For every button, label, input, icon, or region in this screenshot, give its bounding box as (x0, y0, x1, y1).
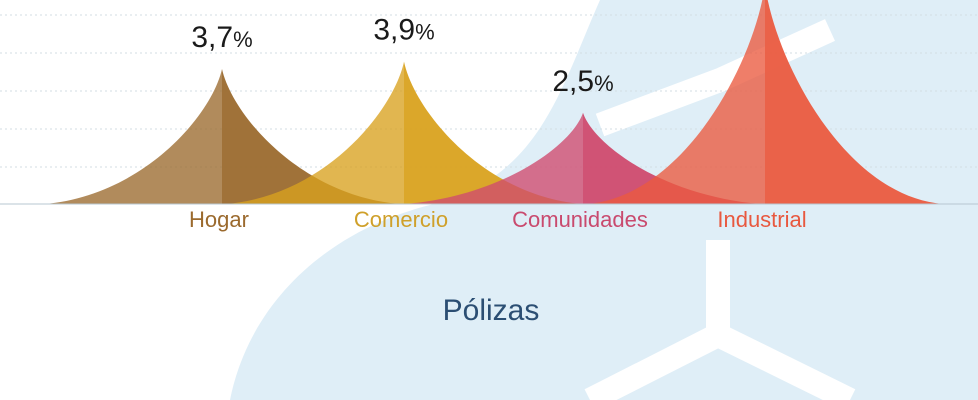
series-peaks (44, 0, 943, 205)
peak-right-face (404, 61, 582, 205)
background-line (584, 324, 724, 400)
background-line (712, 324, 856, 400)
peak-right-face (583, 112, 761, 204)
category-label-industrial: Industrial (717, 207, 806, 232)
peak-left-face (405, 112, 583, 204)
chart-subtitle: Pólizas (443, 294, 540, 327)
value-percent-sign: % (233, 27, 253, 52)
peak-comunidades (405, 112, 761, 204)
category-labels: Hogar Comercio Comunidades Industrial (189, 207, 807, 232)
value-number: 2,5 (552, 65, 594, 98)
value-number: 3,7 (191, 21, 233, 54)
peak-industrial (587, 0, 943, 204)
category-label-hogar: Hogar (189, 207, 249, 232)
peak-right-face (765, 0, 943, 204)
category-label-comercio: Comercio (354, 207, 448, 232)
peak-right-face (222, 68, 400, 204)
value-label: 3,9% (373, 14, 434, 47)
peak-left-face (44, 68, 222, 204)
peak-comercio (226, 61, 582, 205)
peak-left-face (226, 61, 404, 205)
value-number: 3,9 (373, 14, 415, 47)
value-labels: 3,7% 3,9%2,5% (191, 14, 613, 98)
value-percent-sign: % (594, 71, 614, 96)
value-percent-sign: % (415, 20, 435, 45)
peak-left-face (587, 0, 765, 204)
peak-hogar (44, 68, 400, 204)
category-label-comunidades: Comunidades (512, 207, 648, 232)
background-line (595, 19, 835, 137)
value-label: 3,7% (191, 21, 252, 54)
value-label: 2,5% (552, 65, 613, 98)
